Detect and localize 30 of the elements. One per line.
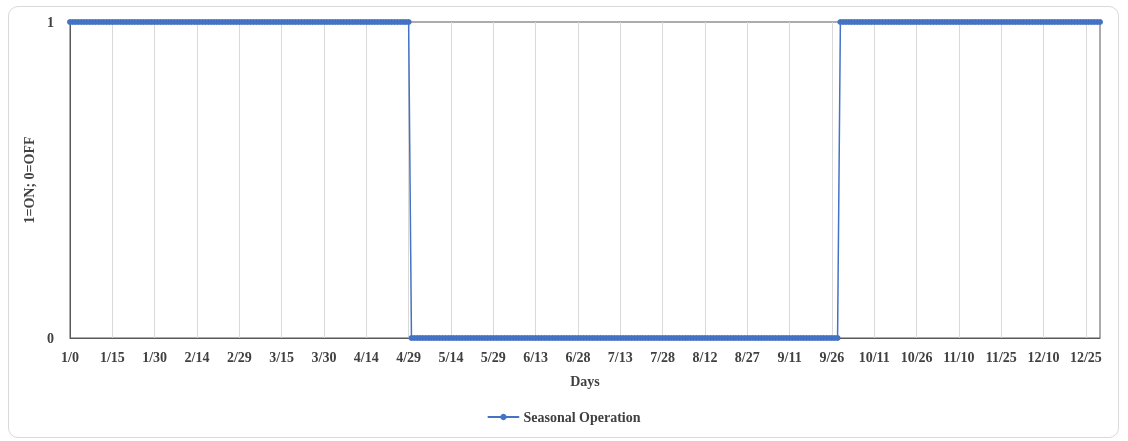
x-tick-label: 5/14 (438, 349, 464, 365)
x-tick-label: 2/29 (226, 349, 252, 365)
x-tick-label: 1/0 (61, 349, 79, 365)
x-tick-label: 4/29 (396, 349, 422, 365)
x-tick-label: 12/25 (1069, 349, 1102, 365)
y-tick-label: 1 (47, 14, 54, 30)
y-axis-title: 1=ON; 0=OFF (21, 136, 37, 224)
x-tick-label: 8/27 (734, 349, 760, 365)
x-tick-label: 10/26 (900, 349, 933, 365)
x-tick-label: 6/13 (523, 349, 549, 365)
x-tick-label: 5/29 (480, 349, 506, 365)
x-tick-label: 9/26 (819, 349, 845, 365)
x-tick-label: 11/25 (985, 349, 1017, 365)
x-axis-title: Days (570, 373, 601, 389)
x-tick-label: 1/15 (99, 349, 125, 365)
x-tick-label: 9/11 (777, 349, 802, 365)
x-tick-label: 1/30 (142, 349, 168, 365)
x-tick-label: 6/28 (565, 349, 591, 365)
x-tick-label: 8/12 (692, 349, 718, 365)
x-tick-label: 7/13 (607, 349, 633, 365)
x-tick-label: 12/10 (1027, 349, 1060, 365)
x-tick-label: 4/14 (353, 349, 379, 365)
x-tick-label: 3/15 (269, 349, 295, 365)
x-tick-label: 3/30 (311, 349, 337, 365)
legend-label: Seasonal Operation (523, 409, 641, 425)
x-tick-label: 10/11 (858, 349, 890, 365)
y-tick-label: 0 (47, 330, 54, 346)
x-tick-label: 7/28 (650, 349, 676, 365)
x-tick-label: 11/10 (943, 349, 975, 365)
x-tick-label: 2/14 (184, 349, 210, 365)
